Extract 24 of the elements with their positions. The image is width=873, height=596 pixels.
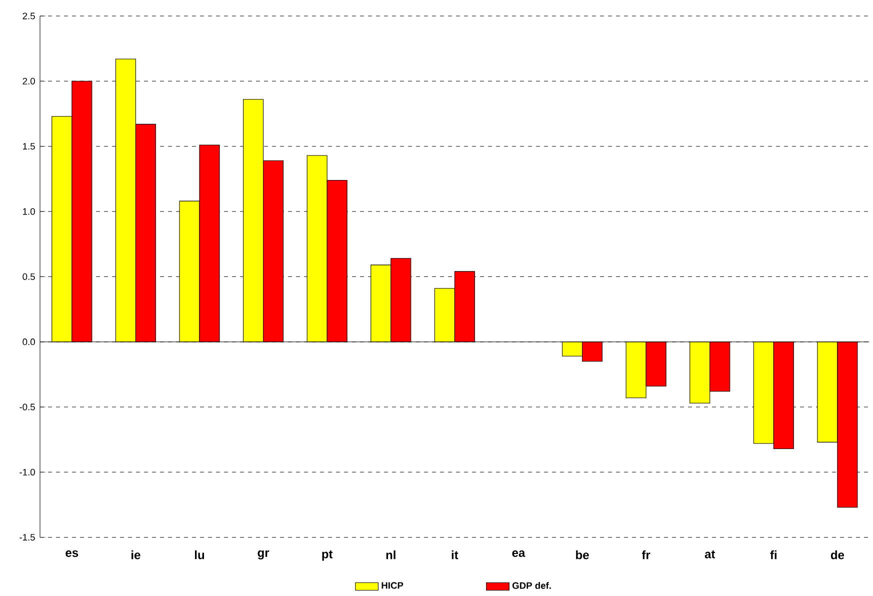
y-tick-label: 0.0 (22, 338, 35, 346)
x-tick-label: it (452, 550, 458, 560)
y-tick-label: 2.0 (22, 78, 35, 84)
x-tick-label: be (576, 550, 589, 560)
x-tick-label: es (66, 550, 78, 557)
legend-label: HICP (382, 582, 404, 589)
x-tick-label: nl (386, 550, 396, 560)
x-tick-label: ea (512, 550, 526, 557)
x-tick-label: fi (770, 550, 776, 560)
y-tick-label: 1.0 (23, 208, 35, 215)
x-tick-label: at (704, 550, 716, 558)
y-tick-label: 1.5 (23, 143, 35, 150)
x-tick-label: gr (258, 550, 270, 560)
x-tick-label: fr (642, 550, 650, 560)
y-tick-label: 0.5 (22, 273, 35, 280)
x-tick-label: de (830, 550, 844, 560)
x-tick-label: ie (132, 550, 140, 560)
legend-label: GDP def. (512, 582, 551, 589)
y-tick-label: -1.0 (20, 468, 35, 476)
x-tick-label: lu (195, 550, 204, 560)
x-tick-label: pt (322, 550, 333, 561)
y-tick-label: -0.5 (20, 404, 35, 410)
y-tick-label: 2.5 (22, 12, 35, 20)
y-tick-label: -1.5 (20, 534, 35, 541)
